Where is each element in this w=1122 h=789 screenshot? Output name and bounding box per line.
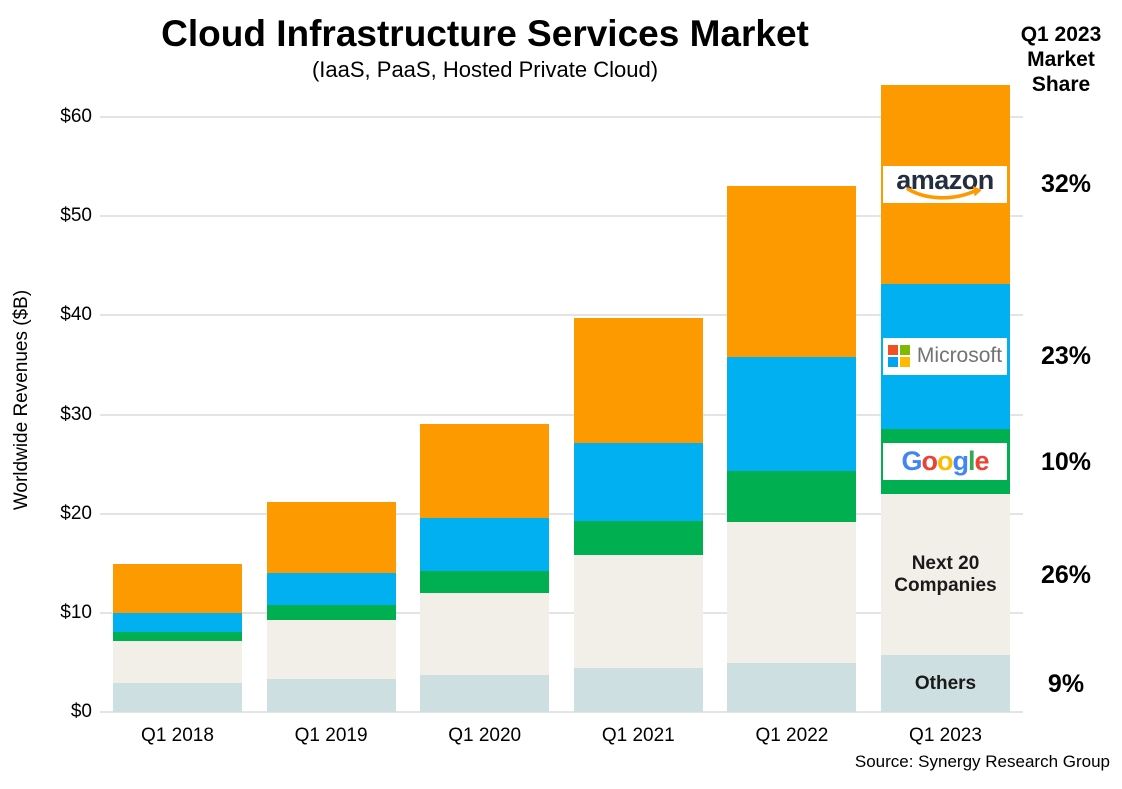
y-tick-30: $30 [60,403,92,425]
share-label-next-20-companies: 26% [1040,560,1092,589]
bar-segment-q1-2018-next-20-companies [113,640,242,684]
bar-segment-q1-2018-microsoft [113,612,242,632]
source-credit: Source: Synergy Research Group [854,752,1110,771]
bar-segment-q1-2022-next-20-companies [727,521,857,664]
stacked-bar-chart: $0 $10 $20 $30 $40 $50 $60 Q1 2018 Q1 2019 Q1 202… [0,0,1122,746]
microsoft-square-1 [899,345,910,356]
gridline-20 [100,512,1023,515]
bar-segment-q1-2021-microsoft [573,443,703,521]
x-tick-q1-2021: Q1 2021 [601,725,675,746]
gridline-30 [100,413,1023,416]
share-label-google: 10% [1040,447,1092,476]
bar-segment-q1-2020-google [420,571,550,593]
bar-segment-q1-2022-google [727,471,857,522]
google-logo-text: Google [901,446,990,477]
y-tick-10: $10 [60,601,92,623]
microsoft-squares-icon [887,345,910,368]
y-tick-50: $50 [60,205,92,227]
microsoft-logo-text: Microsoft [916,344,1003,368]
y-tick-0: $0 [70,701,92,722]
google-letter: g [952,446,968,477]
amazon-logo: amazon [883,165,1007,203]
bar-segment-q1-2021-next-20-companies [573,555,703,669]
bar-segment-q1-2018-google [113,631,242,641]
bar-segment-q1-2022-microsoft [727,356,857,471]
share-label-amazon: 32% [1040,170,1092,199]
y-tick-60: $60 [60,106,92,127]
bar-segment-q1-2020-next-20-companies [420,593,550,676]
microsoft-logo: Microsoft [883,337,1007,375]
next-20-companies-label: Next 20 Companies [894,552,997,596]
amazon-smile-arrow-icon [906,185,982,200]
x-tick-q1-2022: Q1 2022 [755,725,829,746]
microsoft-square-2 [887,357,898,368]
x-tick-q1-2023: Q1 2023 [909,725,982,746]
bar-segment-q1-2020-others [420,675,550,712]
bar-segment-q1-2021-google [573,520,703,556]
google-logo: Google [883,443,1007,481]
x-tick-q1-2020: Q1 2020 [448,725,522,746]
bar-segment-q1-2020-amazon [420,424,550,518]
x-tick-q1-2018: Q1 2018 [141,725,214,746]
page-title: Cloud Infrastructure Services Market [161,13,809,54]
bar-segment-q1-2021-amazon [573,318,703,444]
google-letter: l [967,446,975,477]
gridline-10 [100,611,1023,614]
bar-segment-q1-2019-microsoft [266,573,396,605]
google-letter: e [974,446,990,477]
bar-segment-q1-2022-amazon [727,186,857,357]
google-letter: G [901,446,922,477]
bar-segment-q1-2019-google [266,604,396,620]
gridline-40 [100,314,1023,317]
gridline-0 [100,711,1023,713]
market-share-column-header: Q1 2023 Market Share [1020,23,1102,96]
bar-segment-q1-2021-others [573,668,703,712]
share-label-others: 9% [1047,669,1085,698]
bar-segment-q1-2019-others [266,679,396,712]
y-tick-40: $40 [60,304,92,326]
microsoft-square-0 [887,345,898,356]
bar-segment-q1-2020-microsoft [420,517,550,572]
microsoft-square-3 [899,357,910,368]
page-subtitle: (IaaS, PaaS, Hosted Private Cloud) [311,57,659,82]
bar-segment-q1-2022-others [727,663,857,712]
title-block: Cloud Infrastructure Services Market (Ia… [60,12,910,83]
bar-segment-q1-2018-amazon [113,564,242,613]
others-label: Others [914,672,977,694]
bar-segment-q1-2018-others [113,683,242,712]
gridline-50 [100,215,1023,218]
y-tick-20: $20 [60,502,92,524]
bar-segment-q1-2023-others [881,655,1010,712]
bar-segment-q1-2019-next-20-companies [266,619,396,680]
x-tick-q1-2019: Q1 2019 [294,725,368,746]
bar-segment-q1-2023-next-20-companies [881,493,1010,656]
gridline-60 [100,116,1023,118]
bar-segment-q1-2019-amazon [266,501,396,574]
share-label-microsoft: 23% [1040,342,1092,371]
google-letter: o [921,446,937,477]
google-letter: o [936,446,953,477]
